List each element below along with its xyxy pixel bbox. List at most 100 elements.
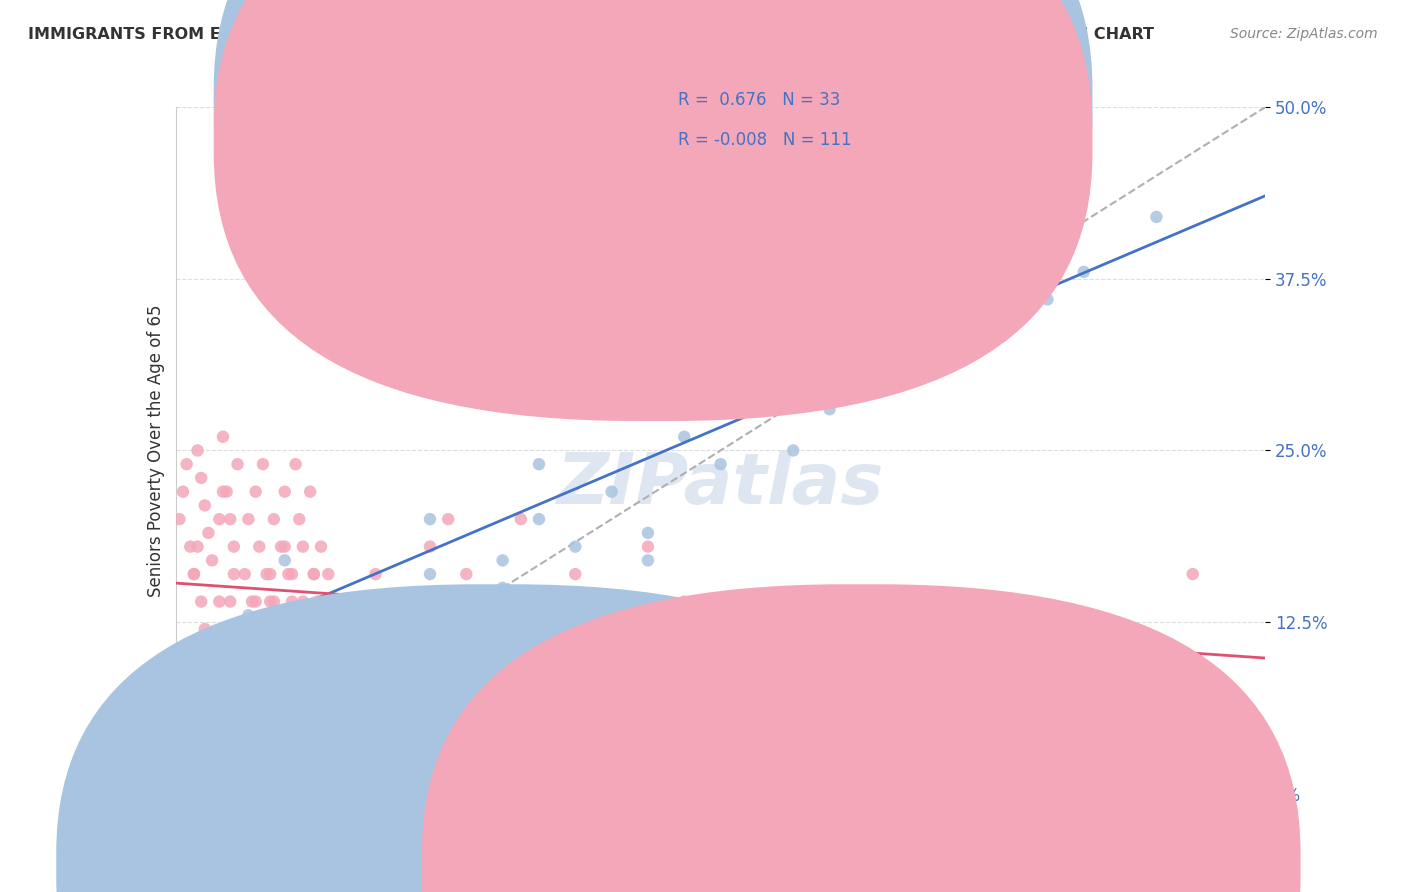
Point bbox=[637, 540, 659, 554]
Point bbox=[266, 622, 288, 636]
Point bbox=[231, 649, 253, 664]
Point bbox=[238, 608, 260, 623]
Point bbox=[266, 622, 288, 636]
Point bbox=[288, 649, 311, 664]
Point bbox=[382, 265, 405, 279]
Point bbox=[256, 567, 278, 582]
Point bbox=[256, 677, 278, 691]
Point bbox=[277, 567, 299, 582]
Text: R =  0.676   N = 33: R = 0.676 N = 33 bbox=[678, 91, 839, 109]
Point bbox=[238, 512, 260, 526]
Text: IMMIGRANTS FROM ENGLAND VS IMMIGRANTS FROM GUYANA SENIORS POVERTY OVER THE AGE O: IMMIGRANTS FROM ENGLAND VS IMMIGRANTS FR… bbox=[28, 27, 1154, 42]
Point bbox=[172, 484, 194, 499]
Point bbox=[309, 594, 332, 608]
Point bbox=[179, 540, 201, 554]
Point bbox=[328, 594, 350, 608]
Point bbox=[307, 649, 329, 664]
Point bbox=[492, 553, 515, 567]
Point bbox=[208, 594, 231, 608]
Point bbox=[673, 430, 696, 444]
Point bbox=[245, 594, 267, 608]
Point bbox=[328, 649, 350, 664]
Point bbox=[745, 375, 768, 389]
Point bbox=[309, 540, 332, 554]
Point bbox=[183, 567, 205, 582]
Text: 0.0%: 0.0% bbox=[176, 835, 218, 853]
Point bbox=[437, 649, 460, 664]
Point bbox=[492, 622, 515, 636]
Point bbox=[215, 484, 238, 499]
Point bbox=[456, 265, 478, 279]
Point bbox=[1073, 622, 1095, 636]
Point bbox=[190, 594, 212, 608]
Point bbox=[197, 649, 219, 664]
Point bbox=[186, 540, 209, 554]
Point bbox=[238, 677, 260, 691]
Point bbox=[891, 649, 914, 664]
Point bbox=[288, 512, 311, 526]
Point bbox=[226, 622, 249, 636]
Point bbox=[382, 594, 405, 608]
Point bbox=[401, 622, 423, 636]
Point bbox=[212, 430, 235, 444]
Point bbox=[346, 677, 368, 691]
Point bbox=[382, 594, 405, 608]
Point bbox=[456, 567, 478, 582]
Point bbox=[222, 540, 245, 554]
Point bbox=[295, 677, 318, 691]
Point bbox=[456, 787, 478, 801]
Point bbox=[637, 525, 659, 540]
Point bbox=[492, 581, 515, 595]
Point bbox=[710, 622, 733, 636]
Point bbox=[309, 594, 332, 608]
Point bbox=[201, 677, 224, 691]
Point bbox=[346, 649, 368, 664]
Point bbox=[215, 705, 238, 719]
Point bbox=[231, 622, 253, 636]
Point bbox=[302, 567, 325, 582]
Point bbox=[419, 567, 441, 582]
Point bbox=[382, 649, 405, 664]
Point bbox=[263, 594, 285, 608]
Point bbox=[963, 306, 986, 320]
Point bbox=[176, 457, 198, 471]
Point bbox=[169, 512, 191, 526]
Point bbox=[456, 608, 478, 623]
Point bbox=[291, 540, 314, 554]
Point bbox=[291, 594, 314, 608]
Text: Immigrants from England: Immigrants from England bbox=[534, 858, 730, 872]
Point bbox=[1146, 210, 1168, 224]
Point bbox=[245, 484, 267, 499]
Point bbox=[176, 705, 198, 719]
Point bbox=[274, 622, 297, 636]
Point bbox=[1036, 293, 1059, 307]
Point bbox=[183, 567, 205, 582]
Point bbox=[219, 512, 242, 526]
Point bbox=[270, 649, 292, 664]
Point bbox=[419, 622, 441, 636]
Point bbox=[891, 347, 914, 361]
Point bbox=[564, 182, 586, 196]
Point bbox=[240, 594, 263, 608]
Text: R = -0.008   N = 111: R = -0.008 N = 111 bbox=[678, 131, 851, 149]
Point bbox=[401, 677, 423, 691]
Point bbox=[600, 622, 623, 636]
Point bbox=[299, 484, 322, 499]
Point bbox=[222, 567, 245, 582]
Point bbox=[600, 484, 623, 499]
Text: Source: ZipAtlas.com: Source: ZipAtlas.com bbox=[1230, 27, 1378, 41]
Point bbox=[284, 457, 307, 471]
Point bbox=[364, 567, 387, 582]
Point bbox=[474, 594, 496, 608]
Point bbox=[710, 457, 733, 471]
Point bbox=[194, 622, 217, 636]
Point bbox=[818, 402, 841, 417]
Point bbox=[527, 457, 550, 471]
Point bbox=[364, 622, 387, 636]
Point bbox=[281, 594, 304, 608]
Point bbox=[233, 677, 256, 691]
Point bbox=[263, 512, 285, 526]
Point bbox=[1073, 265, 1095, 279]
Point bbox=[474, 636, 496, 650]
Point bbox=[307, 594, 329, 608]
